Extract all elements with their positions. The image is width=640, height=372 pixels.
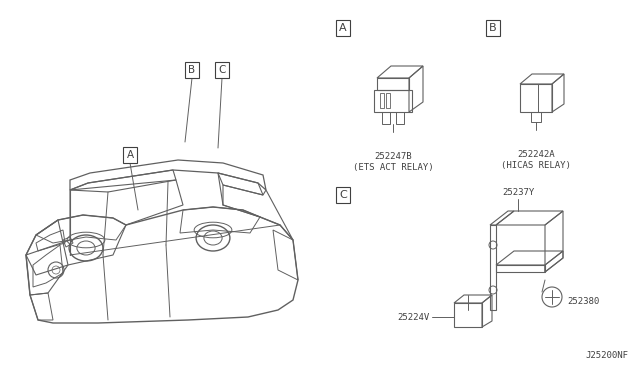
Text: 252247B: 252247B <box>374 152 412 161</box>
Text: A: A <box>339 23 347 33</box>
Text: J25200NF: J25200NF <box>585 351 628 360</box>
Text: 252380: 252380 <box>567 298 599 307</box>
Text: (HICAS RELAY): (HICAS RELAY) <box>501 161 571 170</box>
Text: 25237Y: 25237Y <box>502 188 534 197</box>
Text: C: C <box>218 65 226 75</box>
Text: C: C <box>339 190 347 200</box>
Text: A: A <box>127 150 134 160</box>
Text: B: B <box>188 65 196 75</box>
Text: B: B <box>489 23 497 33</box>
Text: 25224V: 25224V <box>397 312 430 321</box>
Text: (ETS ACT RELAY): (ETS ACT RELAY) <box>353 163 433 172</box>
Text: 252242A: 252242A <box>517 150 555 159</box>
